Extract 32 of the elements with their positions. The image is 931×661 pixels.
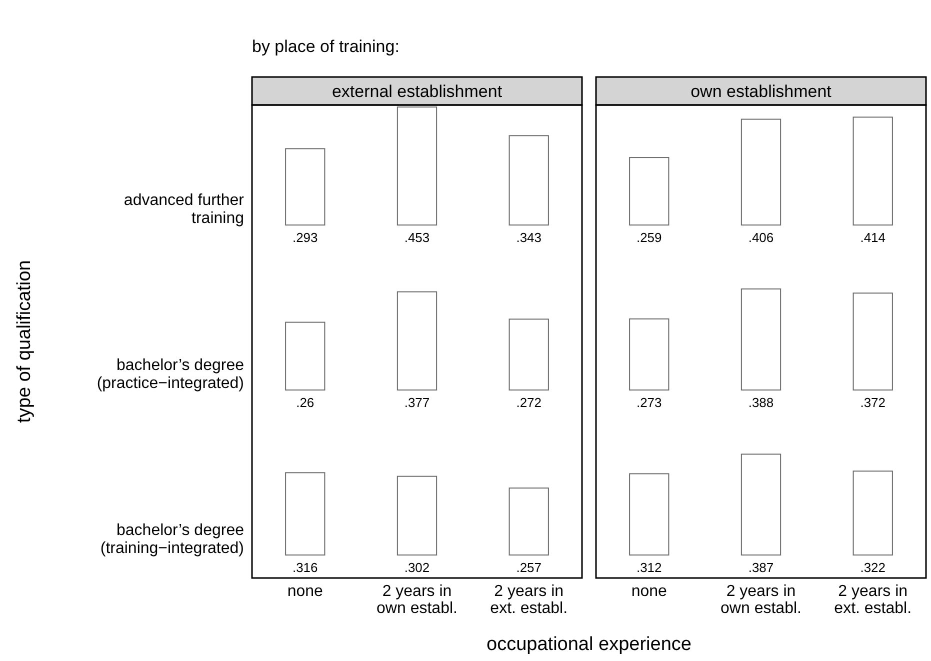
y-axis-title: bachelor’s degree (training−integrated) <box>100 522 244 557</box>
data-label: .343 <box>516 230 542 245</box>
y-axis-title: advanced further training <box>124 192 245 227</box>
x-tick-label: 2 years in own establ. <box>376 583 458 617</box>
chart-title: own establishment <box>690 82 832 101</box>
data-label: .388 <box>748 395 774 410</box>
text: by place of training: <box>252 37 400 56</box>
data-label: .312 <box>636 560 662 575</box>
data-label: .257 <box>516 560 542 575</box>
text: type of qualification <box>14 260 35 423</box>
data-label: .387 <box>748 560 774 575</box>
data-label: .372 <box>860 395 886 410</box>
data-label: .302 <box>404 560 430 575</box>
data-label: .453 <box>404 230 430 245</box>
text: occupational experience <box>486 634 692 655</box>
data-label: .273 <box>636 395 662 410</box>
data-label: .272 <box>516 395 542 410</box>
data-label: .259 <box>636 230 662 245</box>
data-label: .26 <box>296 395 314 410</box>
x-tick-label: 2 years in ext. establ. <box>490 583 568 617</box>
x-tick-label: 2 years in own establ. <box>720 583 802 617</box>
chart-title: external establishment <box>332 82 502 101</box>
data-label: .406 <box>748 230 774 245</box>
data-label: .322 <box>860 560 886 575</box>
y-axis-title: bachelor’s degree (practice−integrated) <box>96 357 244 392</box>
x-tick-label: none <box>287 583 324 600</box>
data-label: .414 <box>860 230 886 245</box>
x-tick-label: 2 years in ext. establ. <box>834 583 912 617</box>
x-tick-label: none <box>631 583 668 600</box>
data-label: .377 <box>404 395 430 410</box>
data-label: .293 <box>292 230 318 245</box>
data-label: .316 <box>292 560 318 575</box>
